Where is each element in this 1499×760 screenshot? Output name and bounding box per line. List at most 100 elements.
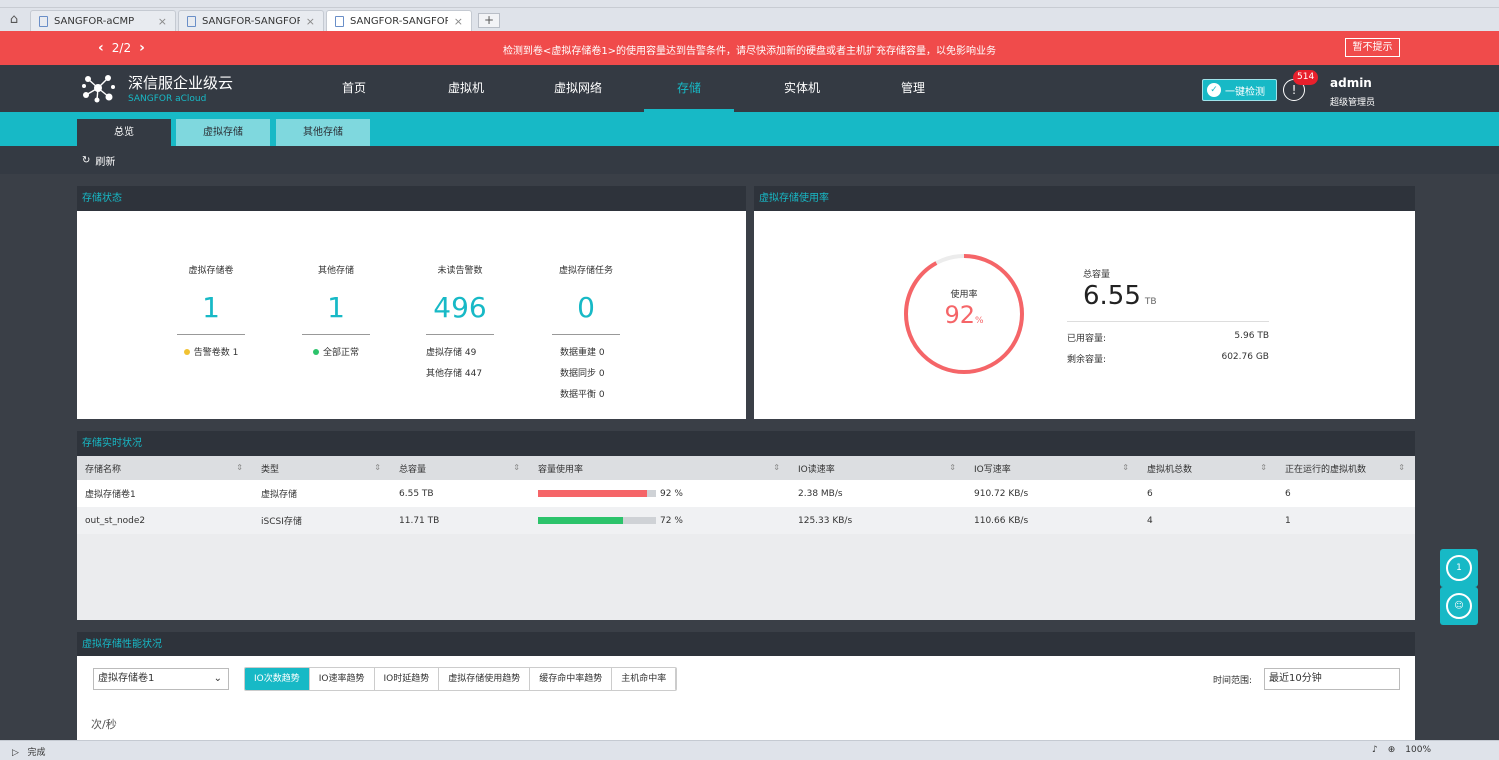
nav-physical[interactable]: 实体机 <box>783 81 820 95</box>
user-name[interactable]: admin <box>1330 76 1372 90</box>
usage-bar-fill <box>538 489 647 497</box>
gauge-unit: % <box>974 316 984 326</box>
nav-manage[interactable]: 管理 <box>900 81 925 95</box>
tab-usage-trend[interactable]: 虚拟存储使用趋势 <box>439 668 531 690</box>
gauge-arc <box>904 254 1024 374</box>
stat-value[interactable]: 1 <box>202 291 220 324</box>
perf-title: 虚拟存储性能状况 <box>77 632 1415 657</box>
tab-host-hit[interactable]: 主机命中率 <box>612 668 677 690</box>
running-vm-link[interactable]: 1 <box>1277 507 1415 534</box>
sort-icon[interactable]: ⇕ <box>949 463 956 472</box>
vm-count-link[interactable]: 6 <box>1139 480 1277 507</box>
one-click-check-button[interactable]: ✓ 一键检测 <box>1202 79 1277 101</box>
tab-io-rate[interactable]: IO速率趋势 <box>309 668 375 690</box>
logo-subtitle: SANGFOR aCloud <box>128 94 207 104</box>
used-capacity-row: 已用容量: 5.96 TB <box>1067 331 1269 344</box>
sort-icon[interactable]: ⇕ <box>773 463 780 472</box>
status-text: ▷ 完成 <box>12 748 46 758</box>
page-icon <box>187 15 196 27</box>
column-header[interactable]: 虚拟机总数 ⇕ <box>1139 456 1277 480</box>
alarm-badge: 514 <box>1293 70 1319 85</box>
close-icon[interactable]: × <box>453 14 463 28</box>
browser-tab[interactable]: SANGFOR-aCMP × <box>30 10 176 31</box>
tab-other-storage[interactable]: 其他存储 <box>276 119 370 146</box>
close-icon[interactable]: × <box>305 14 315 28</box>
tab-cache-hit[interactable]: 缓存命中率趋势 <box>530 668 613 690</box>
home-icon[interactable]: ⌂ <box>9 12 19 27</box>
sort-icon[interactable]: ⇕ <box>374 463 381 472</box>
divider <box>426 334 494 335</box>
stat-label: 虚拟存储卷 <box>188 266 234 276</box>
running-vm-link[interactable]: 6 <box>1277 480 1415 507</box>
usage-bar <box>538 489 656 497</box>
io-write: 110.66 KB/s <box>966 507 1139 534</box>
usage-title: 虚拟存储使用率 <box>754 186 1415 211</box>
page-icon <box>335 15 344 27</box>
stat-value[interactable]: 1 <box>327 291 345 324</box>
gauge-value: 92% <box>901 301 1027 329</box>
divider <box>177 334 245 335</box>
alert-message: 检测到卷<虚拟存储卷1>的使用容量达到告警条件，请尽快添加新的硬盘或者主机扩充存… <box>502 46 997 57</box>
column-header[interactable]: IO读速率 ⇕ <box>790 456 966 480</box>
sort-icon[interactable]: ⇕ <box>236 463 243 472</box>
sound-icon[interactable]: ♪ <box>1372 745 1378 755</box>
notify-float-button[interactable]: 1 <box>1440 549 1478 587</box>
vm-count-link[interactable]: 4 <box>1139 507 1277 534</box>
io-read: 125.33 KB/s <box>790 507 966 534</box>
new-tab-button[interactable]: + <box>478 13 500 28</box>
storage-name-link[interactable]: 虚拟存储卷1 <box>77 480 253 507</box>
column-header[interactable]: 类型 ⇕ <box>253 456 391 480</box>
realtime-title: 存储实时状况 <box>77 431 1415 456</box>
alarm-volumes: 告警卷数 1 <box>177 343 245 364</box>
alert-page: 2/2 <box>111 41 132 55</box>
tab-io-latency[interactable]: IO时延趋势 <box>374 668 440 690</box>
page-icon <box>39 15 48 27</box>
nav-storage[interactable]: 存储 <box>644 65 734 112</box>
tab-io-count[interactable]: IO次数趋势 <box>245 668 310 690</box>
dismiss-alert-button[interactable]: 暂不提示 <box>1345 38 1400 57</box>
range-select[interactable]: 最近10分钟 <box>1264 668 1400 690</box>
tab-overview[interactable]: 总览 <box>77 119 171 146</box>
tab-title: SANGFOR-aCMP <box>54 15 135 27</box>
sort-icon[interactable]: ⇕ <box>1260 463 1267 472</box>
zoom-level[interactable]: 100% <box>1405 745 1432 755</box>
column-header[interactable]: 正在运行的虚拟机数 ⇕ <box>1277 456 1415 480</box>
logo-icon <box>82 75 115 103</box>
usage-percent: 72 % <box>660 515 683 526</box>
nav-vnet[interactable]: 虚拟网络 <box>553 81 602 95</box>
volume-select[interactable]: 虚拟存储卷1 ⌄ <box>93 668 229 690</box>
check-label: 一键检测 <box>1225 86 1265 98</box>
support-icon: ☺ <box>1446 593 1472 619</box>
nav-home[interactable]: 首页 <box>341 81 366 95</box>
table-row[interactable]: out_st_node2 iSCSI存储 11.71 TB 72 % 125.3… <box>77 507 1415 534</box>
nav-vm[interactable]: 虚拟机 <box>447 81 484 95</box>
column-header[interactable]: IO写速率 ⇕ <box>966 456 1139 480</box>
storage-name-link[interactable]: out_st_node2 <box>77 507 253 534</box>
divider <box>1067 321 1269 322</box>
column-header[interactable]: 总容量 ⇕ <box>391 456 530 480</box>
browser-tab[interactable]: SANGFOR-SANGFOR × <box>178 10 324 31</box>
close-icon[interactable]: × <box>157 14 167 28</box>
content-area: 存储状态 虚拟存储卷 1 告警卷数 1 其他存储 1 全部正常 未读告警数 49… <box>0 174 1499 740</box>
column-header[interactable]: 存储名称 ⇕ <box>77 456 253 480</box>
chevron-left-icon[interactable]: ‹ <box>98 40 104 56</box>
perf-tabs: IO次数趋势 IO速率趋势 IO时延趋势 虚拟存储使用趋势 缓存命中率趋势 主机… <box>244 667 678 691</box>
usage-cell: 72 % <box>530 507 790 534</box>
all-normal-text: 全部正常 <box>322 348 359 358</box>
sort-icon[interactable]: ⇕ <box>513 463 520 472</box>
refresh-button[interactable]: ↻ 刷新 <box>82 153 115 168</box>
zoom-icon[interactable]: ⊕ <box>1387 745 1396 755</box>
chart-unit: 次/秒 <box>91 718 117 731</box>
support-float-button[interactable]: ☺ <box>1440 587 1478 625</box>
tab-virtual-storage[interactable]: 虚拟存储 <box>176 119 270 146</box>
chevron-right-icon[interactable]: › <box>139 40 145 56</box>
stat-value[interactable]: 0 <box>577 291 595 324</box>
unread-other: 其他存储 447 <box>426 369 483 379</box>
sort-icon[interactable]: ⇕ <box>1398 463 1405 472</box>
sort-icon[interactable]: ⇕ <box>1122 463 1129 472</box>
column-header[interactable]: 容量使用率 ⇕ <box>530 456 790 480</box>
table-row[interactable]: 虚拟存储卷1 虚拟存储 6.55 TB 92 % 2.38 MB/s 910.7… <box>77 480 1415 507</box>
browser-tab-active[interactable]: SANGFOR-SANGFOR × <box>326 10 472 31</box>
usage-bar <box>538 516 656 524</box>
stat-value[interactable]: 496 <box>433 291 487 324</box>
